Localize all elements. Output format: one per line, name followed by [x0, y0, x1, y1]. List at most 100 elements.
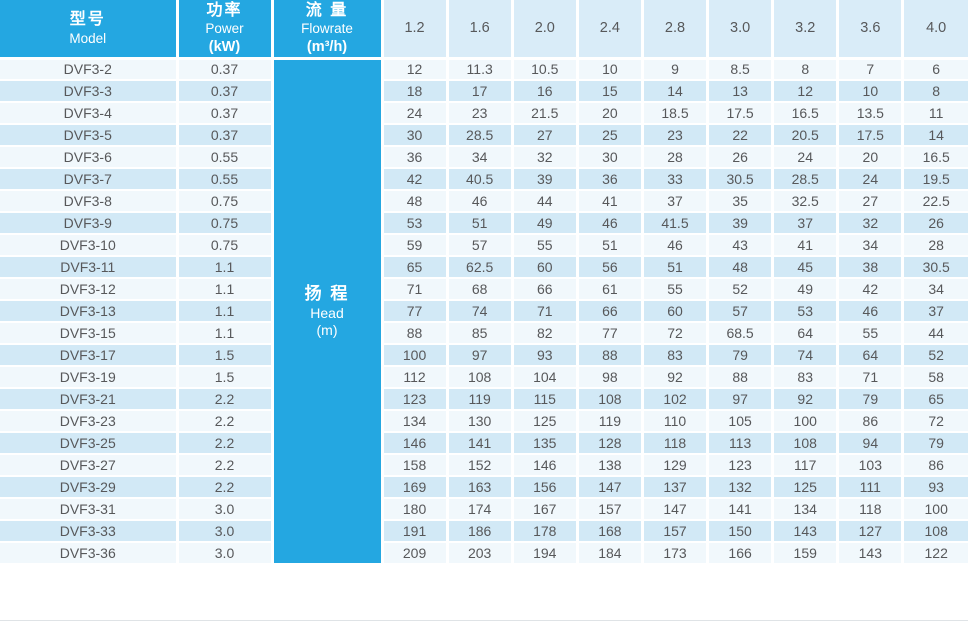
head-value-cell: 16: [512, 80, 579, 103]
power-cell: 0.75: [177, 234, 274, 257]
head-value-cell: 44: [902, 322, 968, 345]
head-value-cell: 72: [902, 410, 968, 433]
header-model-en: Model: [69, 30, 107, 46]
flow-column-header: 1.2: [382, 0, 449, 60]
power-cell: 3.0: [177, 542, 274, 565]
head-value-cell: 34: [902, 278, 968, 301]
head-value-cell: 127: [837, 520, 905, 543]
model-cell: DVF3-13: [0, 300, 179, 323]
head-value-cell: 46: [837, 300, 905, 323]
table-row: DVF3-23 2.2 134 130 125 119 110 105 100 86 72: [0, 410, 968, 433]
head-value-cell: 123: [382, 388, 449, 411]
head-value-cell: 157: [577, 498, 644, 521]
head-value-cell: 51: [642, 256, 710, 279]
head-value-cell: 32: [512, 146, 579, 169]
head-value-cell: 143: [837, 542, 905, 565]
head-value-cell: 108: [772, 432, 840, 455]
model-cell: DVF3-2: [0, 58, 179, 81]
head-value-cell: 65: [382, 256, 449, 279]
header-flowrate: 流 量 Flowrate (m³/h): [272, 0, 384, 60]
flow-column-header: 2.0: [512, 0, 579, 60]
model-cell: DVF3-9: [0, 212, 179, 235]
head-value-cell: 53: [772, 300, 840, 323]
head-value-cell: 55: [512, 234, 579, 257]
power-cell: 3.0: [177, 520, 274, 543]
head-value-cell: 115: [512, 388, 579, 411]
head-value-cell: 16.5: [772, 102, 840, 125]
head-value-cell: 23: [642, 124, 710, 147]
head-value-cell: 100: [902, 498, 968, 521]
table-row: DVF3-11 1.1 65 62.5 60 56 51 48 45 38 30.5: [0, 256, 968, 279]
head-value-cell: 37: [642, 190, 710, 213]
table-row: DVF3-3 0.37 18 17 16 15 14 13 12 10 8: [0, 80, 968, 103]
head-value-cell: 32.5: [772, 190, 840, 213]
head-value-cell: 68: [447, 278, 514, 301]
model-cell: DVF3-10: [0, 234, 179, 257]
head-value-cell: 86: [837, 410, 905, 433]
head-value-cell: 10: [837, 80, 905, 103]
head-value-cell: 26: [902, 212, 968, 235]
head-value-cell: 108: [577, 388, 644, 411]
power-cell: 1.1: [177, 322, 274, 345]
head-value-cell: 17.5: [837, 124, 905, 147]
table-row: DVF3-4 0.37 24 23 21.5 20 18.5 17.5 16.5 13.5 11: [0, 102, 968, 125]
head-value-cell: 28.5: [447, 124, 514, 147]
head-value-cell: 14: [642, 80, 710, 103]
head-value-cell: 64: [837, 344, 905, 367]
power-cell: 0.37: [177, 124, 274, 147]
head-value-cell: 38: [837, 256, 905, 279]
head-value-cell: 111: [837, 476, 905, 499]
head-value-cell: 7: [837, 58, 905, 81]
head-value-cell: 24: [837, 168, 905, 191]
head-value-cell: 88: [382, 322, 449, 345]
table-row: DVF3-5 0.37 30 28.5 27 25 23 22 20.5 17.5 14: [0, 124, 968, 147]
flow-column-header: 3.6: [837, 0, 905, 60]
head-value-cell: 147: [642, 498, 710, 521]
power-cell: 2.2: [177, 432, 274, 455]
model-cell: DVF3-8: [0, 190, 179, 213]
head-value-cell: 152: [447, 454, 514, 477]
head-value-cell: 138: [577, 454, 644, 477]
table-row: DVF3-9 0.75 53 51 49 46 41.5 39 37 32 26: [0, 212, 968, 235]
head-value-cell: 40.5: [447, 168, 514, 191]
head-value-cell: 92: [642, 366, 710, 389]
head-value-cell: 71: [512, 300, 579, 323]
header-model: 型号 Model: [0, 0, 179, 60]
head-value-cell: 79: [837, 388, 905, 411]
flow-column-header: 1.6: [447, 0, 514, 60]
head-value-cell: 125: [512, 410, 579, 433]
power-cell: 1.5: [177, 344, 274, 367]
power-cell: 2.2: [177, 410, 274, 433]
head-value-cell: 57: [707, 300, 775, 323]
head-value-cell: 60: [512, 256, 579, 279]
head-value-cell: 24: [382, 102, 449, 125]
head-value-cell: 137: [642, 476, 710, 499]
header-flowrate-unit: (m³/h): [306, 38, 348, 55]
head-value-cell: 17.5: [707, 102, 775, 125]
head-value-cell: 33: [642, 168, 710, 191]
head-value-cell: 36: [382, 146, 449, 169]
head-value-cell: 51: [577, 234, 644, 257]
head-value-cell: 11.3: [447, 58, 514, 81]
head-value-cell: 37: [902, 300, 968, 323]
table-row: DVF3-17 1.5 100 97 93 88 83 79 74 64 52: [0, 344, 968, 367]
model-cell: DVF3-3: [0, 80, 179, 103]
head-value-cell: 49: [772, 278, 840, 301]
head-value-cell: 105: [707, 410, 775, 433]
head-value-cell: 141: [707, 498, 775, 521]
head-value-cell: 123: [707, 454, 775, 477]
head-value-cell: 41: [772, 234, 840, 257]
header-flowrate-zh: 流 量: [305, 1, 349, 19]
head-value-cell: 21.5: [512, 102, 579, 125]
power-cell: 2.2: [177, 388, 274, 411]
head-value-cell: 12: [382, 58, 449, 81]
head-value-cell: 112: [382, 366, 449, 389]
head-value-cell: 146: [382, 432, 449, 455]
head-value-cell: 100: [772, 410, 840, 433]
head-value-cell: 209: [382, 542, 449, 565]
head-value-cell: 72: [642, 322, 710, 345]
head-value-cell: 58: [902, 366, 968, 389]
head-value-cell: 56: [577, 256, 644, 279]
head-value-cell: 130: [447, 410, 514, 433]
head-value-cell: 20: [577, 102, 644, 125]
